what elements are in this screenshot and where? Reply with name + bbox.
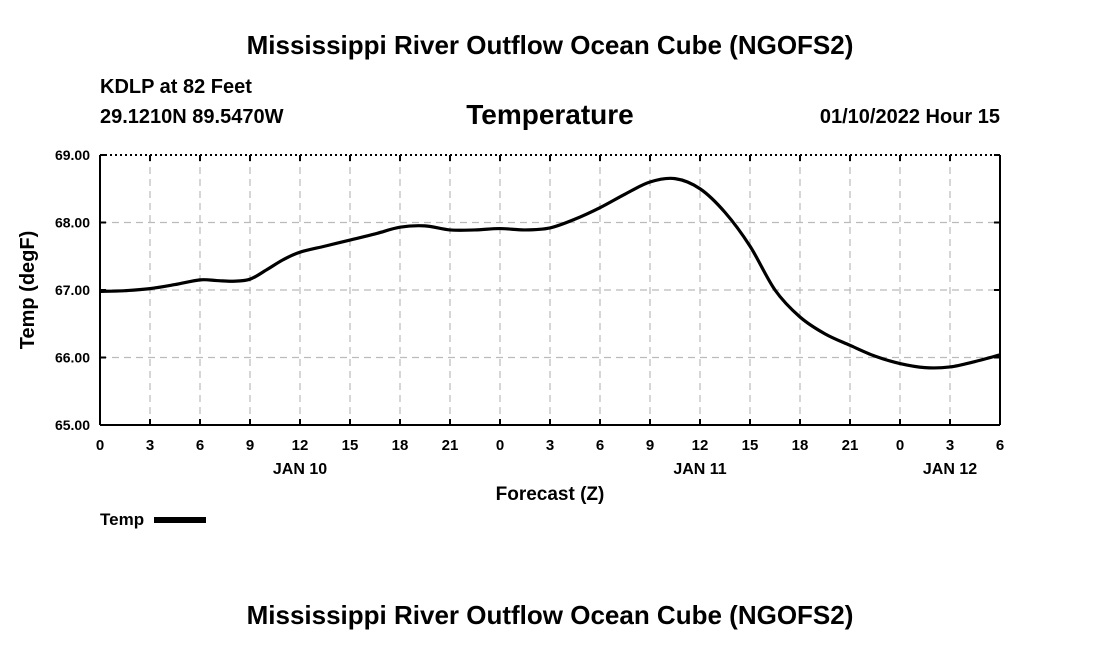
x-tick-label: 3 (146, 437, 154, 454)
tick-labels: 0 3 6 9 12 15 18 21 0 3 6 9 12 15 18 21 0 3 6 65.00 66.00 67.… (55, 147, 1004, 478)
x-tick-label: 18 (392, 437, 409, 454)
y-axis-label: Temp (degF) (17, 231, 39, 350)
y-tick-label: 66.00 (55, 350, 90, 366)
x-tick-label: 18 (792, 437, 809, 454)
chart-main-title: Mississippi River Outflow Ocean Cube (NG… (246, 30, 854, 60)
x-tick-label: 6 (596, 437, 604, 454)
x-tick-label: 15 (342, 437, 359, 454)
y-tick-label: 65.00 (55, 417, 90, 433)
grid-lines (100, 155, 1000, 425)
x-tick-label: 9 (646, 437, 654, 454)
x-tick-label: 3 (546, 437, 554, 454)
x-tick-label: 12 (692, 437, 709, 454)
x-tick-label: 3 (946, 437, 954, 454)
series-layer (99, 176, 1001, 370)
chart-subtitle: Temperature (466, 99, 634, 130)
legend-line-swatch (154, 517, 207, 523)
x-tick-label: 0 (896, 437, 904, 454)
day-label: JAN 11 (673, 461, 726, 478)
station-label: KDLP at 82 Feet (100, 76, 252, 98)
x-tick-label: 15 (742, 437, 759, 454)
next-chart-title: Mississippi River Outflow Ocean Cube (NG… (246, 600, 854, 630)
x-tick-label: 9 (246, 437, 254, 454)
station-coordinates: 29.1210N 89.5470W (100, 106, 284, 128)
forecast-datetime: 01/10/2022 Hour 15 (819, 106, 1000, 128)
legend: Temp (100, 510, 207, 530)
y-tick-label: 69.00 (55, 147, 90, 163)
x-axis-label: Forecast (Z) (496, 484, 605, 505)
x-tick-label: 21 (842, 437, 859, 454)
x-tick-label: 6 (996, 437, 1004, 454)
x-tick-label: 0 (496, 437, 504, 454)
x-tick-label: 12 (292, 437, 309, 454)
x-tick-label: 6 (196, 437, 204, 454)
day-label: JAN 10 (273, 461, 327, 478)
x-tick-label: 0 (96, 437, 104, 454)
day-label: JAN 12 (923, 461, 977, 478)
y-tick-label: 68.00 (55, 215, 90, 231)
legend-label: Temp (100, 510, 145, 529)
x-tick-label: 21 (442, 437, 459, 454)
y-tick-label: 67.00 (55, 282, 90, 298)
series-line-temp (99, 176, 1001, 370)
